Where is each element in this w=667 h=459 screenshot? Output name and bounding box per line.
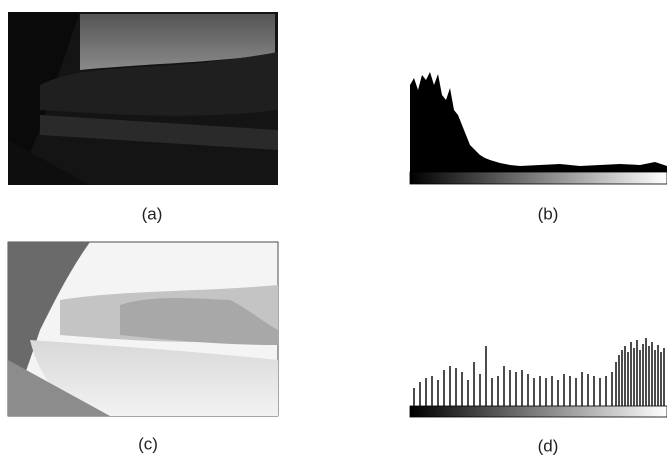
dark-histogram (410, 72, 667, 184)
panel-label: (c) (138, 434, 158, 453)
page: (a) (b) (c) (d) (() => { const data = JS… (0, 0, 667, 459)
figure: (a) (b) (c) (d) (0, 0, 667, 459)
panel-label: (b) (538, 204, 559, 223)
bright-histogram (410, 338, 667, 417)
bright-image (8, 242, 278, 416)
panel-label: (a) (142, 204, 163, 223)
panel-label: (d) (538, 436, 559, 455)
dark-image (8, 12, 278, 185)
